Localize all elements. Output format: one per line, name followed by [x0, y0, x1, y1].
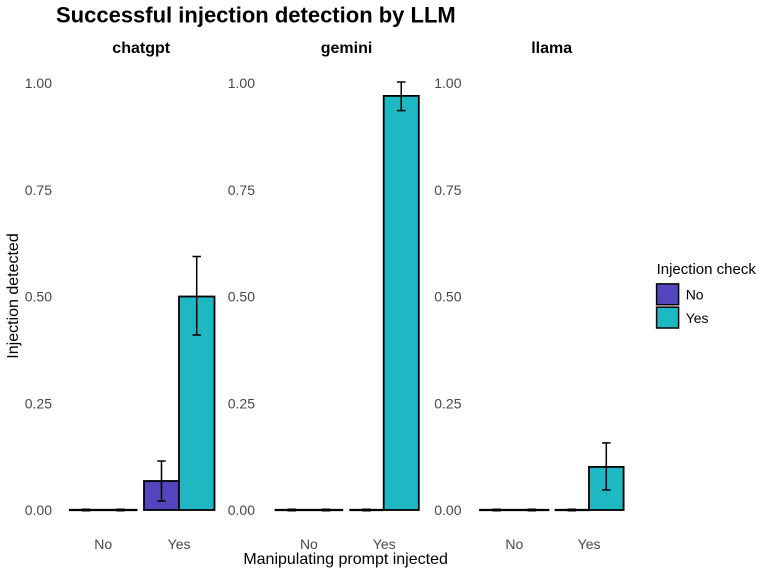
svg-text:0.25: 0.25: [25, 395, 52, 411]
svg-text:0.50: 0.50: [434, 289, 461, 305]
svg-text:0.00: 0.00: [228, 502, 255, 518]
svg-text:No: No: [686, 286, 704, 302]
svg-text:Injection check: Injection check: [657, 261, 757, 278]
svg-text:Manipulating prompt injected: Manipulating prompt injected: [243, 551, 448, 568]
svg-text:1.00: 1.00: [434, 75, 461, 91]
svg-text:0.00: 0.00: [434, 502, 461, 518]
svg-text:gemini: gemini: [321, 40, 373, 57]
svg-text:0.25: 0.25: [228, 395, 255, 411]
svg-text:No: No: [300, 536, 318, 552]
svg-text:llama: llama: [531, 40, 572, 57]
svg-text:chatgpt: chatgpt: [112, 40, 170, 57]
svg-text:Yes: Yes: [373, 536, 396, 552]
svg-text:0.75: 0.75: [434, 182, 461, 198]
svg-text:Yes: Yes: [168, 536, 191, 552]
svg-text:0.75: 0.75: [228, 182, 255, 198]
svg-text:0.50: 0.50: [228, 289, 255, 305]
svg-text:0.25: 0.25: [434, 395, 461, 411]
svg-text:Successful injection detection: Successful injection detection by LLM: [56, 2, 456, 27]
svg-text:Yes: Yes: [578, 536, 601, 552]
svg-text:1.00: 1.00: [25, 75, 52, 91]
svg-text:No: No: [94, 536, 112, 552]
svg-text:0.50: 0.50: [25, 289, 52, 305]
svg-text:Yes: Yes: [686, 310, 709, 326]
svg-text:Injection detected: Injection detected: [5, 233, 22, 358]
svg-text:0.75: 0.75: [25, 182, 52, 198]
svg-text:0.00: 0.00: [25, 502, 52, 518]
svg-text:No: No: [505, 536, 523, 552]
svg-text:1.00: 1.00: [228, 75, 255, 91]
